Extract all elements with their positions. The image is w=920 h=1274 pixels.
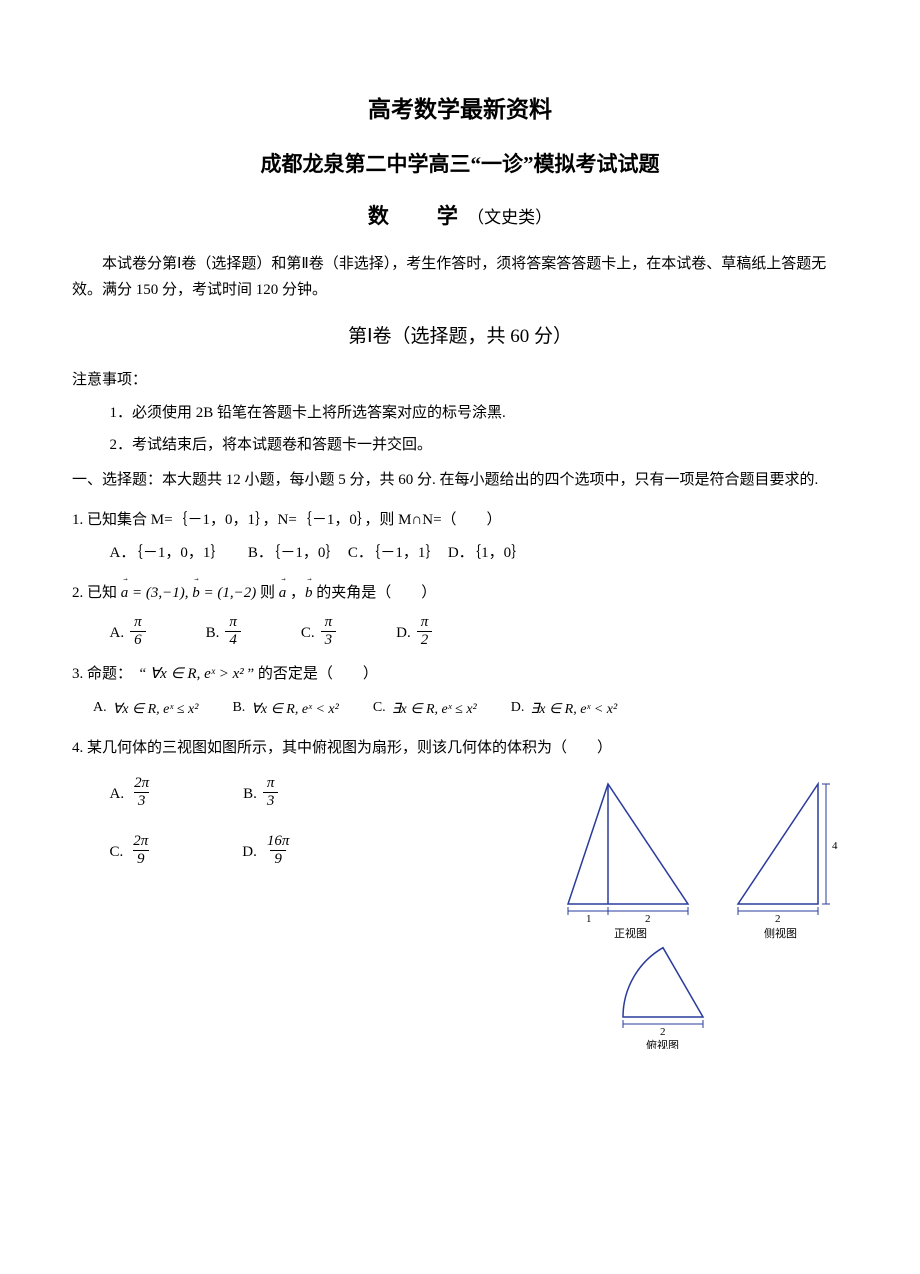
- subject-sub: （文史类）: [467, 208, 552, 227]
- q2-fracD-num: π: [417, 614, 433, 631]
- q4-opt-c: C. 2π9: [110, 833, 153, 867]
- q2-label-d: D.: [396, 621, 411, 649]
- dim-4: 4: [832, 840, 838, 852]
- side-view-label: 侧视图: [764, 926, 797, 940]
- q2-text-a: 2. 已知: [72, 585, 121, 601]
- q4-figure: 1 2 正视图 4 2 侧视图: [528, 769, 848, 1049]
- q4-fracC-den: 9: [133, 850, 149, 868]
- question-1: 1. 已知集合 M=｛－1，0，1｝，N=｛－1，0｝，则 M∩N=（ ）: [72, 508, 848, 534]
- q3-opt-b: B. ∀x ∈ R, eˣ < x²: [232, 696, 338, 722]
- q3-math-b: ∀x ∈ R, eˣ < x²: [251, 698, 339, 722]
- question-3: 3. 命题： “ ∀x ∈ R, eˣ > x² ” 的否定是（ ）: [72, 662, 848, 688]
- q2-fracA-num: π: [130, 614, 146, 631]
- q4-label-b: B.: [243, 782, 257, 810]
- q4-label-d: D.: [242, 840, 257, 868]
- section1-desc: 一、选择题：本大题共 12 小题，每小题 5 分，共 60 分. 在每小题给出的…: [72, 468, 848, 494]
- q4-fracC-num: 2π: [129, 833, 152, 850]
- q4-opt-b: B. π3: [243, 775, 278, 809]
- q3-math-d: ∃x ∈ R, eˣ < x²: [530, 698, 617, 722]
- q3-label-d: D.: [511, 696, 525, 722]
- q3-label-a: A.: [93, 696, 107, 722]
- title-school: 成都龙泉第二中学高三“一诊”模拟考试试题: [72, 147, 848, 183]
- q2-label-b: B.: [206, 621, 220, 649]
- notes-heading: 注意事项：: [72, 368, 848, 394]
- q4-opt-d: D. 16π9: [242, 833, 293, 867]
- q4-fracA-num: 2π: [130, 775, 153, 792]
- q2-fracC-num: π: [321, 614, 337, 631]
- q2-opt-c: C. π3: [301, 614, 336, 648]
- q4-label-a: A.: [110, 782, 125, 810]
- dim-2a: 2: [645, 913, 651, 925]
- q2-fracC-den: 3: [321, 631, 337, 649]
- q2-math: a = (3,−1), b = (1,−2): [121, 585, 260, 601]
- q2-opt-b: B. π4: [206, 614, 241, 648]
- q3-opt-a: A. ∀x ∈ R, eˣ ≤ x²: [93, 696, 198, 722]
- q3-text-b: ” 的否定是（ ）: [248, 666, 378, 682]
- dim-2c: 2: [660, 1026, 666, 1038]
- q2-opt-d: D. π2: [396, 614, 432, 648]
- intro-paragraph: 本试卷分第Ⅰ卷（选择题）和第Ⅱ卷（非选择），考生作答时，须将答案答答题卡上，在本…: [72, 252, 848, 303]
- question-4-options-row2: C. 2π9 D. 16π9: [110, 833, 529, 867]
- q3-opt-c: C. ∃x ∈ R, eˣ ≤ x²: [373, 696, 477, 722]
- q3-label-b: B.: [232, 696, 245, 722]
- dim-1: 1: [586, 913, 592, 925]
- three-view-diagram: 1 2 正视图 4 2 侧视图: [548, 769, 848, 1049]
- title-main: 高考数学最新资料: [72, 90, 848, 129]
- q2-opt-a: A. π6: [110, 614, 146, 648]
- q2-fracB-den: 4: [225, 631, 241, 649]
- q4-label-c: C.: [110, 840, 124, 868]
- question-4-body: A. 2π3 B. π3 C. 2π9 D. 16π9: [72, 769, 848, 1049]
- question-4-options-row1: A. 2π3 B. π3: [110, 775, 529, 809]
- question-2-options: A. π6 B. π4 C. π3 D. π2: [110, 614, 849, 648]
- dim-2b: 2: [775, 913, 781, 925]
- question-2: 2. 已知 a = (3,−1), b = (1,−2) 则 a ，b 的夹角是…: [72, 581, 848, 607]
- front-view-label: 正视图: [614, 926, 647, 940]
- q3-opt-d: D. ∃x ∈ R, eˣ < x²: [511, 696, 617, 722]
- note-1: 1．必须使用 2B 铅笔在答题卡上将所选答案对应的标号涂黑.: [72, 401, 848, 427]
- q4-fracB-num: π: [263, 775, 279, 792]
- question-3-options: A. ∀x ∈ R, eˣ ≤ x² B. ∀x ∈ R, eˣ < x² C.…: [93, 696, 848, 722]
- question-1-options: A．｛－1，0，1｝ B．｛－1，0｝ C．｛－1，1｝ D．｛1，0｝: [110, 541, 849, 567]
- title-subject: 数 学 （文史类）: [72, 199, 848, 235]
- note-2: 2．考试结束后，将本试题卷和答题卡一并交回。: [72, 433, 848, 459]
- q3-label-c: C.: [373, 696, 386, 722]
- q2-label-a: A.: [110, 621, 125, 649]
- question-4: 4. 某几何体的三视图如图所示，其中俯视图为扇形，则该几何体的体积为（ ）: [72, 736, 848, 762]
- part1-title: 第Ⅰ卷（选择题，共 60 分）: [72, 321, 848, 353]
- q2-fracA-den: 6: [130, 631, 146, 649]
- q3-stem-math: ∀x ∈ R, eˣ > x²: [150, 666, 244, 682]
- q4-fracB-den: 3: [263, 792, 279, 810]
- q4-fracD-num: 16π: [263, 833, 294, 850]
- q4-fracA-den: 3: [134, 792, 150, 810]
- q2-fracD-den: 2: [417, 631, 433, 649]
- q3-math-c: ∃x ∈ R, eˣ ≤ x²: [392, 698, 477, 722]
- q4-fracD-den: 9: [270, 850, 286, 868]
- q4-opt-a: A. 2π3: [110, 775, 154, 809]
- q2-label-c: C.: [301, 621, 315, 649]
- q3-math-a: ∀x ∈ R, eˣ ≤ x²: [113, 698, 199, 722]
- q2-text-b: 则 a ，b 的夹角是（ ）: [260, 585, 436, 601]
- subject-text: 数 学: [368, 204, 460, 228]
- q2-fracB-num: π: [225, 614, 241, 631]
- top-view-label: 俯视图: [646, 1038, 679, 1049]
- q3-text-a: 3. 命题： “: [72, 666, 150, 682]
